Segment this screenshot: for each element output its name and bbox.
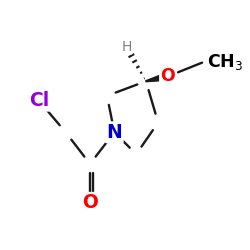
Text: O: O [82, 193, 98, 212]
Text: Cl: Cl [29, 91, 49, 110]
Text: N: N [106, 123, 122, 142]
Text: CH$_3$: CH$_3$ [207, 52, 243, 72]
Text: O: O [160, 67, 175, 85]
Polygon shape [146, 72, 169, 82]
Text: H: H [121, 40, 132, 54]
